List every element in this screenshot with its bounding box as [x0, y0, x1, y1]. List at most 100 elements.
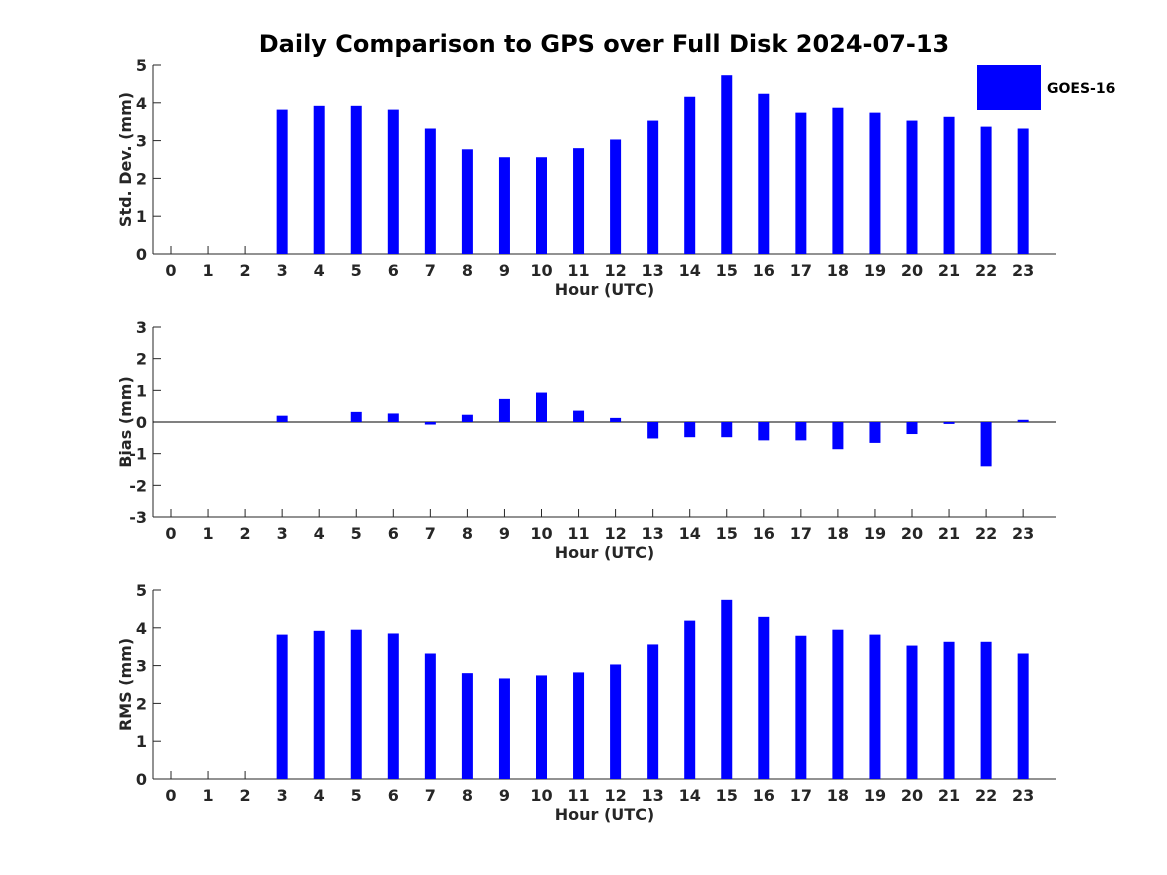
bar-rms-19: [869, 634, 881, 779]
bar-bias-19: [869, 422, 881, 443]
x-axis-label: Hour (UTC): [555, 280, 655, 299]
x-tick-label: 7: [425, 786, 436, 805]
y-tick-label: 2: [136, 169, 147, 188]
bar-stddev-3: [276, 109, 288, 254]
x-tick-label: 1: [202, 261, 213, 280]
x-tick-label: 3: [277, 786, 288, 805]
x-tick-label: 10: [530, 786, 552, 805]
bar-stddev-10: [536, 157, 547, 254]
x-tick-label: 0: [165, 524, 176, 543]
x-tick-label: 21: [938, 261, 960, 280]
x-tick-label: 18: [827, 524, 849, 543]
bar-bias-11: [573, 410, 585, 422]
bar-stddev-18: [832, 107, 844, 255]
bar-bias-13: [647, 422, 659, 439]
x-tick-label: 8: [462, 524, 473, 543]
x-tick-label: 5: [351, 786, 362, 805]
x-tick-label: 12: [604, 524, 626, 543]
bar-bias-14: [684, 422, 696, 438]
bar-rms-14: [684, 620, 696, 779]
x-tick-label: 1: [202, 786, 213, 805]
bar-rms-22: [980, 641, 992, 779]
bar-bias-12: [610, 417, 622, 422]
x-tick-label: 20: [901, 524, 923, 543]
y-tick-label: 3: [136, 657, 147, 676]
x-tick-label: 23: [1012, 261, 1034, 280]
x-tick-label: 14: [679, 261, 701, 280]
x-tick-label: 12: [604, 261, 626, 280]
x-tick-label: 14: [679, 524, 701, 543]
bar-stddev-15: [721, 75, 733, 255]
y-axis-label: RMS (mm): [116, 638, 135, 731]
bar-rms-20: [906, 645, 918, 779]
bar-stddev-7: [424, 128, 436, 254]
x-tick-label: 21: [938, 524, 960, 543]
bar-stddev-6: [387, 109, 399, 254]
x-tick-label: 22: [975, 786, 997, 805]
bar-stddev-13: [647, 120, 659, 254]
bar-stddev-9: [498, 157, 510, 254]
x-axis-label: Hour (UTC): [555, 543, 655, 562]
x-tick-label: 18: [827, 786, 849, 805]
y-tick-label: 3: [136, 132, 147, 151]
x-tick-label: 15: [716, 524, 738, 543]
x-tick-label: 0: [165, 786, 176, 805]
y-tick-label: 5: [136, 581, 147, 600]
legend: GOES-16: [977, 65, 1115, 110]
x-tick-label: 16: [753, 524, 775, 543]
x-tick-label: 7: [425, 524, 436, 543]
bar-bias-18: [832, 422, 844, 450]
bar-rms-21: [943, 641, 955, 779]
x-tick-label: 23: [1012, 524, 1034, 543]
bar-rms-3: [276, 634, 288, 779]
x-tick-label: 4: [314, 786, 325, 805]
x-tick-label: 6: [388, 261, 399, 280]
x-tick-label: 16: [753, 786, 775, 805]
x-tick-label: 4: [314, 261, 325, 280]
x-tick-label: 19: [864, 261, 886, 280]
x-tick-label: 2: [240, 524, 251, 543]
bar-rms-16: [758, 616, 770, 779]
x-tick-label: 2: [240, 786, 251, 805]
bar-rms-6: [387, 633, 399, 779]
x-tick-label: 13: [642, 524, 664, 543]
x-tick-label: 21: [938, 786, 960, 805]
y-tick-label: 5: [136, 56, 147, 75]
bar-stddev-21: [943, 116, 955, 254]
bar-stddev-16: [758, 93, 770, 254]
bar-stddev-17: [795, 112, 807, 255]
bar-rms-23: [1017, 653, 1029, 779]
bar-bias-21: [943, 422, 955, 424]
legend-label: GOES-16: [1047, 81, 1115, 97]
x-tick-label: 3: [277, 524, 288, 543]
x-tick-label: 12: [604, 786, 626, 805]
bar-rms-10: [536, 675, 547, 779]
bar-bias-15: [721, 422, 733, 438]
bar-stddev-11: [573, 148, 585, 254]
y-tick-label: 0: [136, 245, 147, 264]
bar-stddev-23: [1017, 128, 1029, 254]
x-tick-label: 5: [351, 524, 362, 543]
x-tick-label: 6: [388, 786, 399, 805]
bar-bias-9: [498, 398, 510, 422]
x-tick-label: 17: [790, 786, 812, 805]
y-tick-label: 0: [136, 770, 147, 789]
chart-title: Daily Comparison to GPS over Full Disk 2…: [259, 30, 950, 58]
x-tick-label: 4: [314, 524, 325, 543]
x-tick-label: 22: [975, 261, 997, 280]
y-tick-label: -2: [129, 476, 147, 495]
y-tick-label: 1: [136, 381, 147, 400]
x-tick-label: 19: [864, 524, 886, 543]
y-axis-label: Std. Dev. (mm): [116, 92, 135, 227]
x-tick-label: 18: [827, 261, 849, 280]
bar-rms-13: [647, 644, 659, 779]
x-tick-label: 11: [567, 786, 589, 805]
bar-rms-7: [424, 653, 436, 779]
x-tick-label: 8: [462, 786, 473, 805]
y-tick-label: 3: [136, 318, 147, 337]
y-tick-label: -1: [129, 445, 147, 464]
y-tick-label: 2: [136, 694, 147, 713]
